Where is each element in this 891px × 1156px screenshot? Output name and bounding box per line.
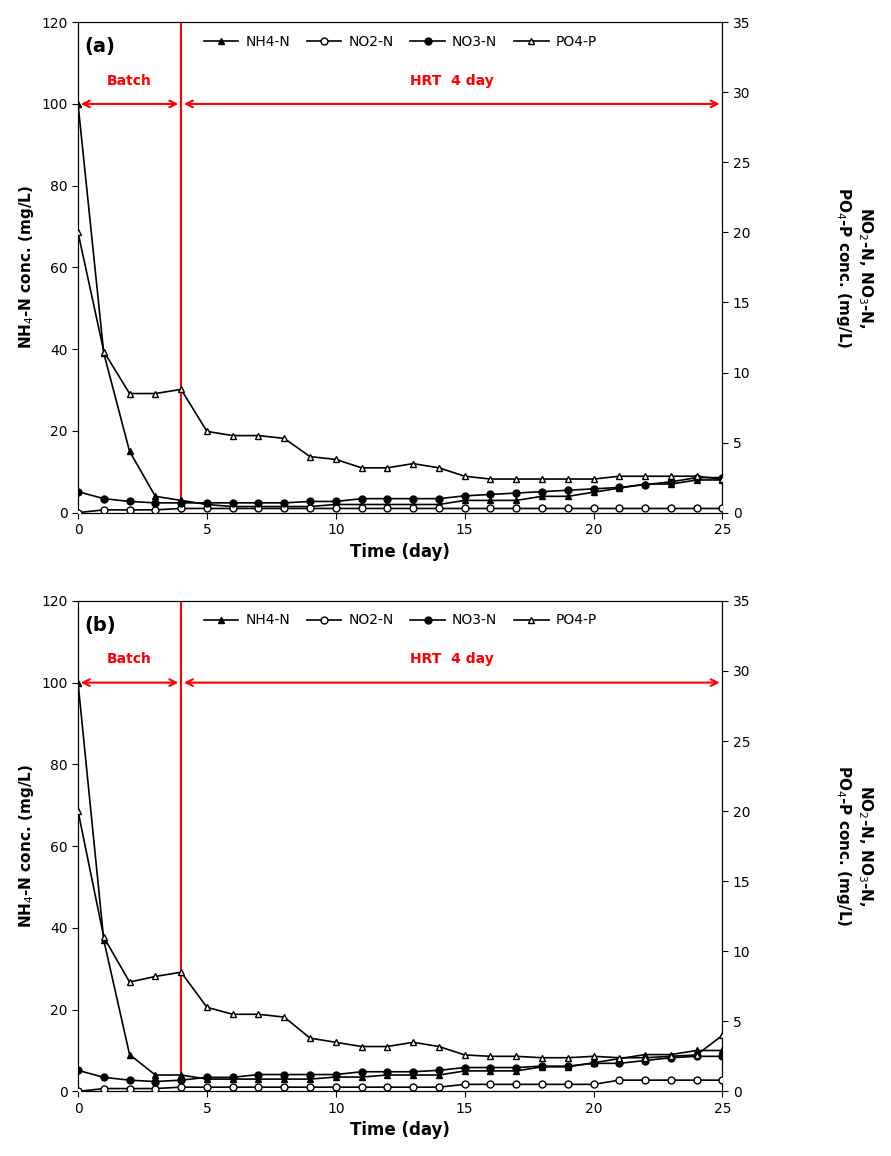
- X-axis label: Time (day): Time (day): [350, 542, 450, 561]
- Text: Batch: Batch: [107, 74, 152, 88]
- Text: HRT  4 day: HRT 4 day: [410, 74, 494, 88]
- Y-axis label: NO$_2$-N, NO$_3$-N,
PO$_4$-P conc. (mg/L): NO$_2$-N, NO$_3$-N, PO$_4$-P conc. (mg/L…: [834, 765, 874, 927]
- Legend: NH4-N, NO2-N, NO3-N, PO4-P: NH4-N, NO2-N, NO3-N, PO4-P: [198, 608, 602, 633]
- Text: (a): (a): [85, 37, 115, 55]
- Y-axis label: NH$_4$-N conc. (mg/L): NH$_4$-N conc. (mg/L): [17, 185, 36, 349]
- Text: Batch: Batch: [107, 652, 152, 666]
- Y-axis label: NH$_4$-N conc. (mg/L): NH$_4$-N conc. (mg/L): [17, 764, 36, 928]
- Y-axis label: NO$_2$-N, NO$_3$-N,
PO$_4$-P conc. (mg/L): NO$_2$-N, NO$_3$-N, PO$_4$-P conc. (mg/L…: [834, 186, 874, 348]
- Text: HRT  4 day: HRT 4 day: [410, 652, 494, 666]
- X-axis label: Time (day): Time (day): [350, 1121, 450, 1140]
- Legend: NH4-N, NO2-N, NO3-N, PO4-P: NH4-N, NO2-N, NO3-N, PO4-P: [198, 29, 602, 54]
- Text: (b): (b): [85, 616, 116, 635]
